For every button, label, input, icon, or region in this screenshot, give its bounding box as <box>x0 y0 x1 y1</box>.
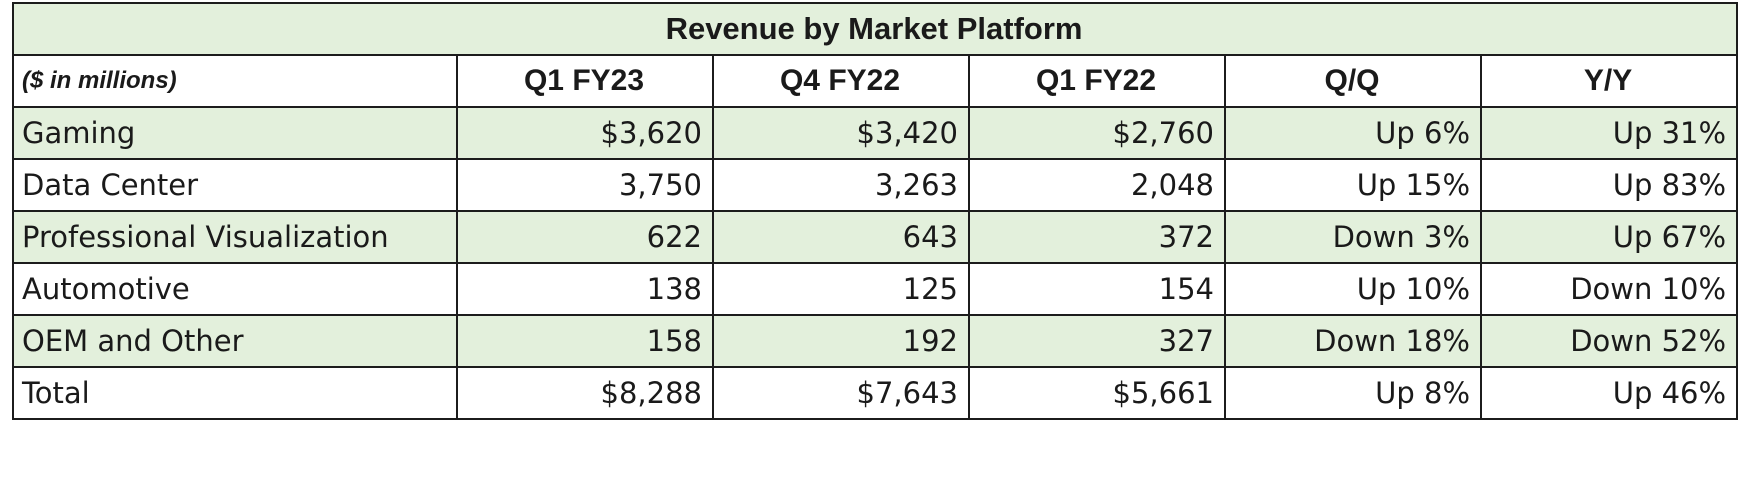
table-cell: $7,643 <box>712 366 970 420</box>
column-header: Q4 FY22 <box>712 54 970 108</box>
table-cell: 3,263 <box>712 158 970 212</box>
table-body: Gaming $3,620 $3,420 $2,760 Up 6% Up 31% Data … <box>12 106 1739 420</box>
row-label: Professional Visualization <box>12 210 458 264</box>
table-row: Total $8,288 $7,643 $5,661 Up 8% Up 46% <box>12 366 1739 420</box>
table-row: Gaming $3,620 $3,420 $2,760 Up 6% Up 31% <box>12 106 1739 160</box>
column-header: Q/Q <box>1224 54 1482 108</box>
table-cell: 158 <box>456 314 714 368</box>
row-label: Data Center <box>12 158 458 212</box>
table-cell: Up 67% <box>1479 210 1739 264</box>
table-cell: Up 8% <box>1224 366 1482 420</box>
table-cell: Up 10% <box>1224 262 1482 316</box>
units-label: ($ in millions) <box>12 54 458 108</box>
table-cell: Up 83% <box>1479 158 1739 212</box>
table-cell: $2,760 <box>968 106 1226 160</box>
table-row: Professional Visualization 622 643 372 Down … <box>12 210 1739 264</box>
row-label: OEM and Other <box>12 314 458 368</box>
column-header: Q1 FY23 <box>456 54 714 108</box>
table-cell: 125 <box>712 262 970 316</box>
table-cell: Down 10% <box>1479 262 1739 316</box>
table-cell: 327 <box>968 314 1226 368</box>
table-cell: 643 <box>712 210 970 264</box>
header-row: ($ in millions) Q1 FY23 Q4 FY22 Q1 FY22 … <box>12 54 1739 108</box>
row-label: Total <box>12 366 458 420</box>
revenue-table: Revenue by Market Platform ($ in million… <box>11 2 1739 420</box>
table-cell: 2,048 <box>968 158 1226 212</box>
table-cell: Up 15% <box>1224 158 1482 212</box>
table-cell: $3,420 <box>712 106 970 160</box>
table-cell: $5,661 <box>968 366 1226 420</box>
table-row: Automotive 138 125 154 Up 10% Down 10% <box>12 262 1739 316</box>
table-cell: Up 46% <box>1479 366 1739 420</box>
table-cell: $8,288 <box>456 366 714 420</box>
table-cell: $3,620 <box>456 106 714 160</box>
table-row: OEM and Other 158 192 327 Down 18% Down 52% <box>12 314 1739 368</box>
table-cell: 372 <box>968 210 1226 264</box>
table-cell: 138 <box>456 262 714 316</box>
row-label: Gaming <box>12 106 458 160</box>
table-cell: 192 <box>712 314 970 368</box>
table-cell: Down 18% <box>1224 314 1482 368</box>
table-cell: 622 <box>456 210 714 264</box>
row-label: Automotive <box>12 262 458 316</box>
column-header: Q1 FY22 <box>968 54 1226 108</box>
table-cell: Up 31% <box>1479 106 1739 160</box>
table-cell: 3,750 <box>456 158 714 212</box>
table-title: Revenue by Market Platform <box>11 2 1739 56</box>
table-cell: Down 52% <box>1479 314 1739 368</box>
table-cell: Up 6% <box>1224 106 1482 160</box>
revenue-table-container: Revenue by Market Platform ($ in million… <box>11 2 1739 420</box>
table-cell: 154 <box>968 262 1226 316</box>
column-header: Y/Y <box>1479 54 1739 108</box>
table-cell: Down 3% <box>1224 210 1482 264</box>
table-row: Data Center 3,750 3,263 2,048 Up 15% Up 83% <box>12 158 1739 212</box>
